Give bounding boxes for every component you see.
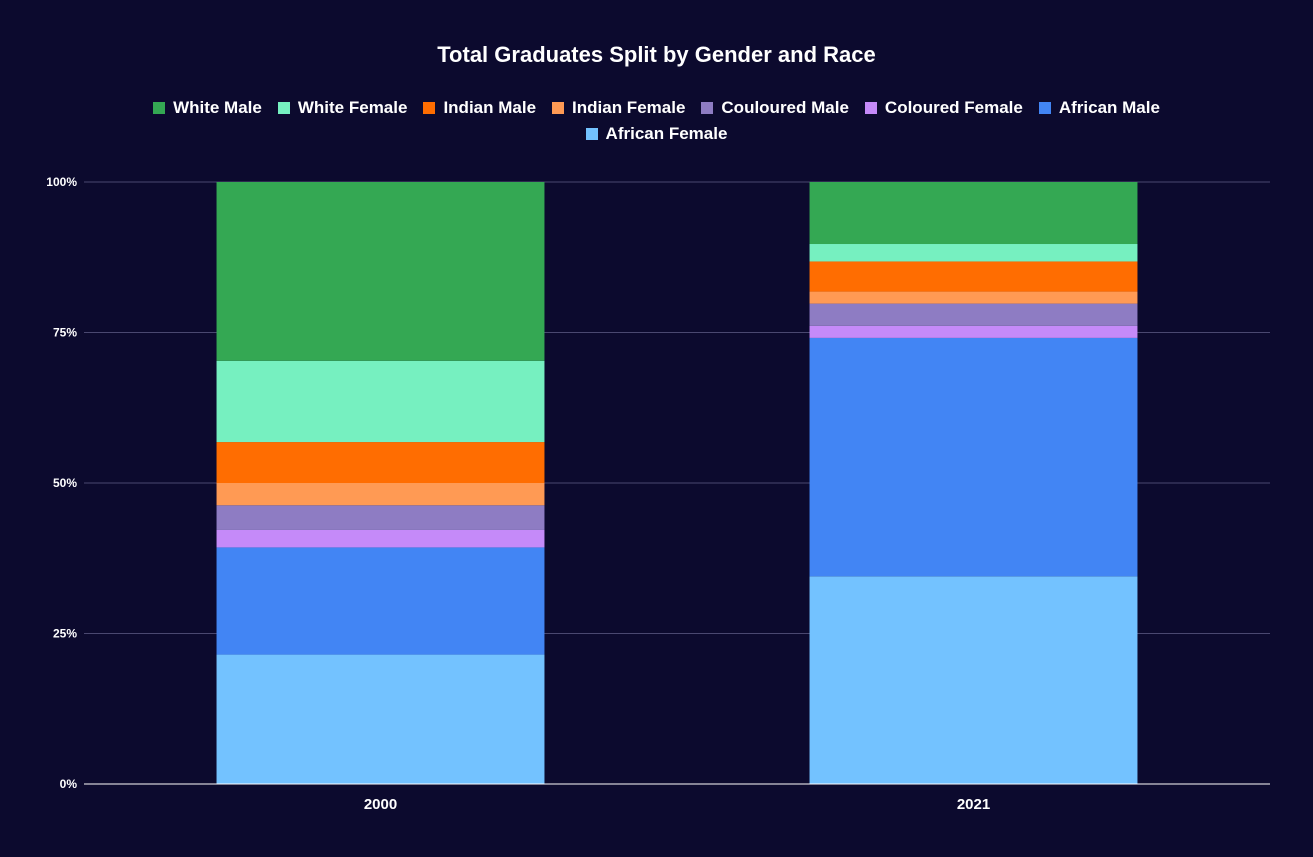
legend-swatch: [701, 102, 714, 114]
legend-item[interactable]: Coloured Female: [864, 98, 1023, 118]
legend-label: African Female: [605, 124, 728, 143]
legend-item[interactable]: African Female: [585, 124, 728, 144]
legend-item[interactable]: White Female: [277, 98, 408, 118]
legend-item[interactable]: African Male: [1038, 98, 1160, 118]
legend-swatch: [277, 102, 290, 114]
bar-segment[interactable]: [809, 303, 1138, 326]
bar-segment[interactable]: [809, 576, 1138, 784]
legend-swatch: [1038, 102, 1051, 114]
legend-label: White Male: [173, 98, 262, 117]
legend-swatch: [585, 128, 598, 140]
legend-swatch: [552, 102, 565, 114]
bar-segment[interactable]: [809, 325, 1138, 338]
y-tick-label: 0%: [60, 777, 78, 791]
bar-segment[interactable]: [809, 291, 1138, 304]
x-tick-label: 2000: [364, 796, 397, 813]
bar-stack-2000: [216, 182, 545, 784]
legend-label: Couloured Male: [721, 98, 849, 117]
chart-legend: White Male White Female Indian Male Indian …: [90, 98, 1223, 144]
y-tick-label: 75%: [53, 326, 77, 340]
y-tick-label: 25%: [53, 627, 77, 641]
legend-item[interactable]: Indian Female: [552, 98, 685, 118]
legend-item[interactable]: Couloured Male: [701, 98, 849, 118]
legend-label: African Male: [1058, 98, 1160, 117]
x-tick-label: 2021: [957, 796, 990, 813]
bar-segment[interactable]: [216, 360, 545, 443]
legend-label: Indian Male: [443, 98, 537, 117]
bar-segment[interactable]: [216, 547, 545, 655]
bar-segment[interactable]: [809, 182, 1138, 245]
legend-item[interactable]: Indian Male: [423, 98, 536, 118]
bar-segment[interactable]: [809, 244, 1138, 262]
bar-segment[interactable]: [216, 529, 545, 548]
chart-title: Total Graduates Split by Gender and Race: [437, 42, 876, 67]
legend-swatch: [864, 102, 877, 114]
y-tick-label: 50%: [53, 476, 77, 490]
legend-label: Indian Female: [572, 98, 686, 117]
bar-segment[interactable]: [809, 337, 1138, 577]
bar-stack-2021: [809, 182, 1138, 784]
bar-segment[interactable]: [216, 654, 545, 784]
legend-swatch: [423, 102, 436, 114]
bar-segment[interactable]: [216, 505, 545, 530]
y-tick-label: 100%: [46, 175, 77, 189]
bar-segment[interactable]: [216, 182, 545, 361]
legend-swatch: [153, 102, 166, 114]
bar-segment[interactable]: [216, 442, 545, 483]
legend-item[interactable]: White Male: [153, 98, 262, 118]
legend-label: Coloured Female: [884, 98, 1023, 117]
legend-label: White Female: [297, 98, 408, 117]
bar-segment[interactable]: [809, 261, 1138, 292]
bar-segment[interactable]: [216, 483, 545, 506]
